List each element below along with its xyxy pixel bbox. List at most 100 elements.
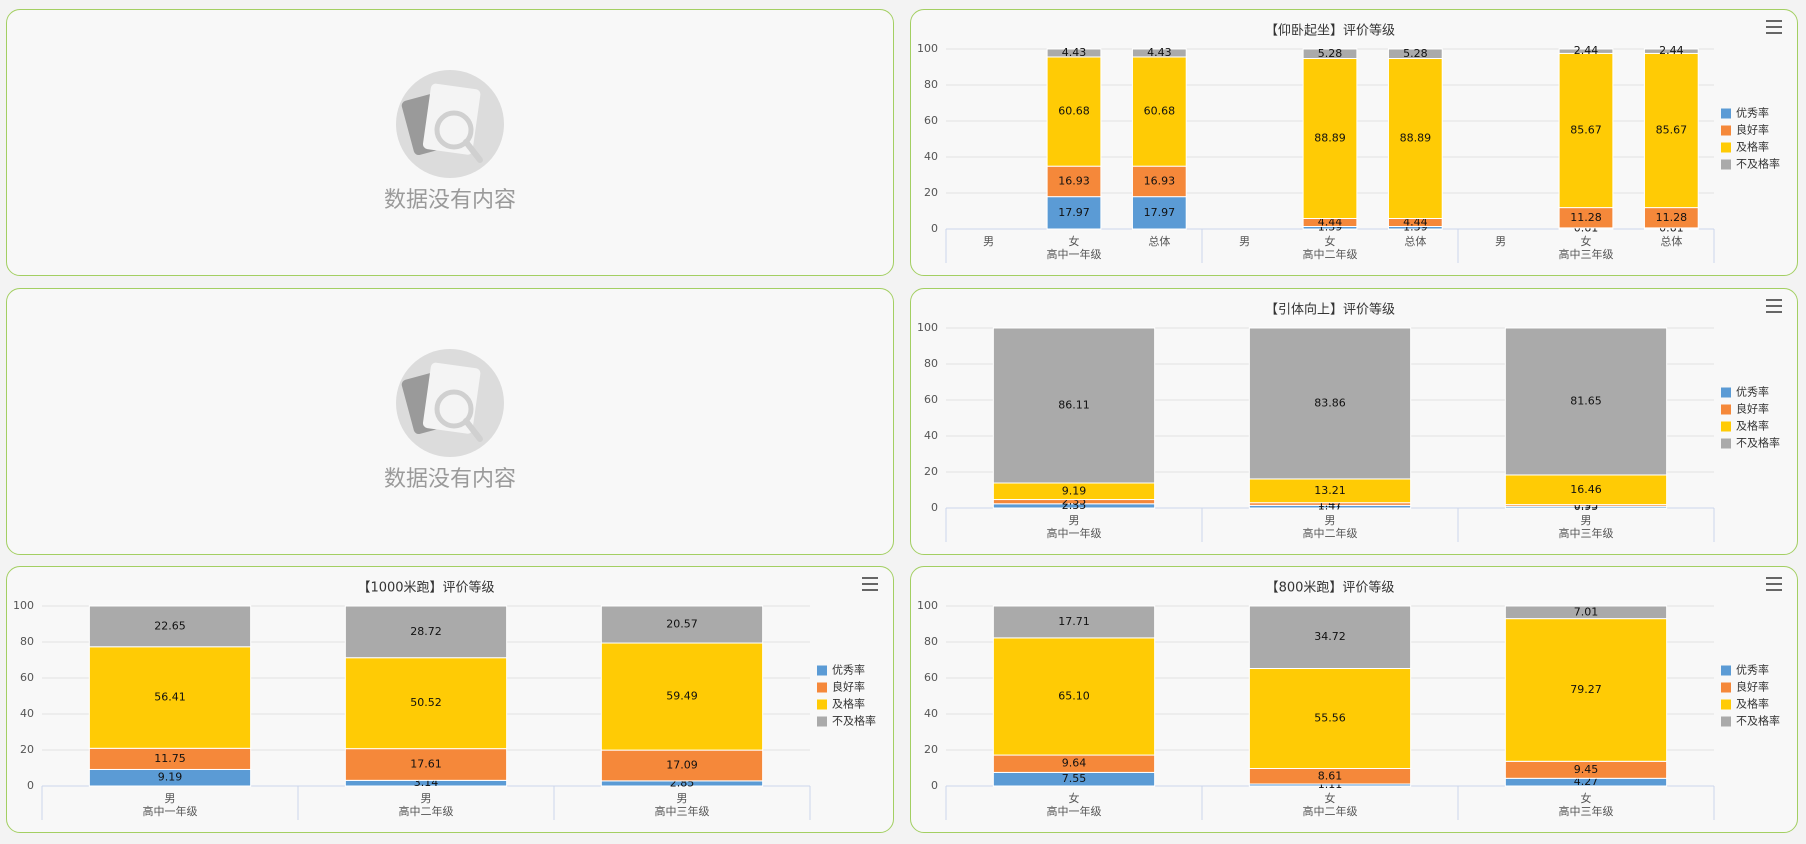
menu-icon-line[interactable] (1766, 26, 1782, 28)
legend-swatch[interactable] (1721, 682, 1731, 693)
x-tick-label: 女 (1069, 234, 1080, 248)
x-tick-label: 女 (1325, 791, 1336, 805)
y-tick-label: 100 (13, 599, 34, 612)
legend-label[interactable]: 不及格率 (832, 714, 876, 728)
legend-label[interactable]: 不及格率 (1736, 157, 1780, 171)
y-tick-label: 60 (924, 114, 938, 127)
legend-label[interactable]: 及格率 (1736, 140, 1769, 154)
data-label: 83.86 (1314, 396, 1346, 409)
legend-label[interactable]: 及格率 (1736, 419, 1769, 433)
empty-icon-lens (434, 389, 474, 429)
legend-label[interactable]: 优秀率 (1736, 663, 1769, 677)
y-tick-label: 60 (924, 671, 938, 684)
group-label: 高中三年级 (1559, 804, 1614, 818)
x-tick-label: 总体 (1148, 234, 1170, 248)
y-tick-label: 80 (924, 78, 938, 91)
data-label: 60.68 (1058, 105, 1090, 118)
data-label: 20.57 (666, 618, 698, 631)
legend-label[interactable]: 优秀率 (1736, 385, 1769, 399)
x-tick-label: 女 (1581, 791, 1592, 805)
legend-swatch[interactable] (817, 716, 827, 727)
menu-icon-line[interactable] (862, 577, 878, 579)
data-label: 2.44 (1574, 44, 1599, 57)
legend-swatch[interactable] (817, 665, 827, 676)
menu-icon-line[interactable] (862, 583, 878, 585)
bar-segment (344, 605, 508, 659)
data-label: 88.89 (1400, 132, 1432, 145)
legend-swatch[interactable] (817, 699, 827, 710)
bar-segment (1558, 48, 1614, 54)
legend-label[interactable]: 良好率 (1736, 402, 1769, 416)
menu-icon-line[interactable] (1766, 20, 1782, 22)
y-tick-label: 20 (924, 465, 938, 478)
data-label: 16.46 (1570, 483, 1602, 496)
data-label: 16.93 (1144, 174, 1176, 187)
group-label: 高中三年级 (1559, 247, 1614, 261)
bar-segment (1248, 667, 1412, 770)
legend-swatch[interactable] (1721, 438, 1731, 449)
legend-swatch[interactable] (1721, 699, 1731, 710)
x-tick-label: 男 (421, 792, 432, 805)
bar-segment (1302, 48, 1358, 60)
legend-swatch[interactable] (817, 682, 827, 693)
y-tick-label: 100 (917, 599, 938, 612)
bar-segment (88, 646, 252, 749)
legend-swatch[interactable] (1721, 716, 1731, 727)
data-label: 11.28 (1656, 211, 1688, 224)
bar-segment (1131, 56, 1187, 167)
y-tick-label: 20 (20, 743, 34, 756)
y-tick-label: 40 (924, 150, 938, 163)
group-label: 高中二年级 (399, 804, 454, 818)
legend-label[interactable]: 良好率 (1736, 680, 1769, 694)
legend-swatch[interactable] (1721, 421, 1731, 432)
group-label: 高中二年级 (1303, 804, 1358, 818)
data-label: 13.21 (1314, 484, 1346, 497)
menu-icon-line[interactable] (1766, 589, 1782, 591)
legend-label[interactable]: 优秀率 (1736, 106, 1769, 120)
data-label: 11.75 (154, 752, 186, 765)
bar-segment (344, 657, 508, 750)
data-label: 85.67 (1656, 123, 1688, 136)
legend-swatch[interactable] (1721, 142, 1731, 153)
y-tick-label: 40 (924, 429, 938, 442)
menu-icon-line[interactable] (1766, 32, 1782, 34)
legend-label[interactable]: 良好率 (1736, 123, 1769, 137)
legend-label[interactable]: 及格率 (1736, 697, 1769, 711)
menu-icon-line[interactable] (1766, 577, 1782, 579)
legend-label[interactable]: 良好率 (832, 680, 865, 694)
x-tick-label: 女 (1581, 234, 1592, 248)
y-tick-label: 60 (20, 671, 34, 684)
legend-swatch[interactable] (1721, 404, 1731, 415)
legend-swatch[interactable] (1721, 665, 1731, 676)
chart-panel: 【仰卧起坐】评价等级 0 20 40 60 80 100 高中一年级 高中二年级 高中三年级 男 女 1… (910, 9, 1798, 276)
legend-swatch[interactable] (1721, 125, 1731, 136)
empty-panel: 数据没有内容 (6, 9, 894, 276)
legend-label[interactable]: 不及格率 (1736, 436, 1780, 450)
menu-icon-line[interactable] (1766, 299, 1782, 301)
legend-label[interactable]: 优秀率 (832, 663, 865, 677)
y-tick-label: 20 (924, 186, 938, 199)
bar-segment (1504, 474, 1668, 506)
bar-segment (88, 605, 252, 648)
group-label: 高中二年级 (1303, 247, 1358, 261)
bar-segment (1387, 48, 1443, 60)
y-tick-label: 80 (924, 357, 938, 370)
legend-swatch[interactable] (1721, 159, 1731, 170)
bar-segment (344, 748, 508, 781)
legend-label[interactable]: 及格率 (832, 697, 865, 711)
data-label: 85.67 (1570, 123, 1602, 136)
bar-segment (1046, 48, 1102, 58)
data-label: 7.01 (1574, 605, 1599, 618)
legend-swatch[interactable] (1721, 108, 1731, 119)
data-label: 17.09 (666, 758, 698, 771)
menu-icon-line[interactable] (1766, 311, 1782, 313)
menu-icon-line[interactable] (862, 589, 878, 591)
data-label: 79.27 (1570, 683, 1602, 696)
group-label: 高中一年级 (1047, 526, 1102, 540)
menu-icon-line[interactable] (1766, 305, 1782, 307)
legend-label[interactable]: 不及格率 (1736, 714, 1780, 728)
legend-swatch[interactable] (1721, 387, 1731, 398)
menu-icon-line[interactable] (1766, 583, 1782, 585)
